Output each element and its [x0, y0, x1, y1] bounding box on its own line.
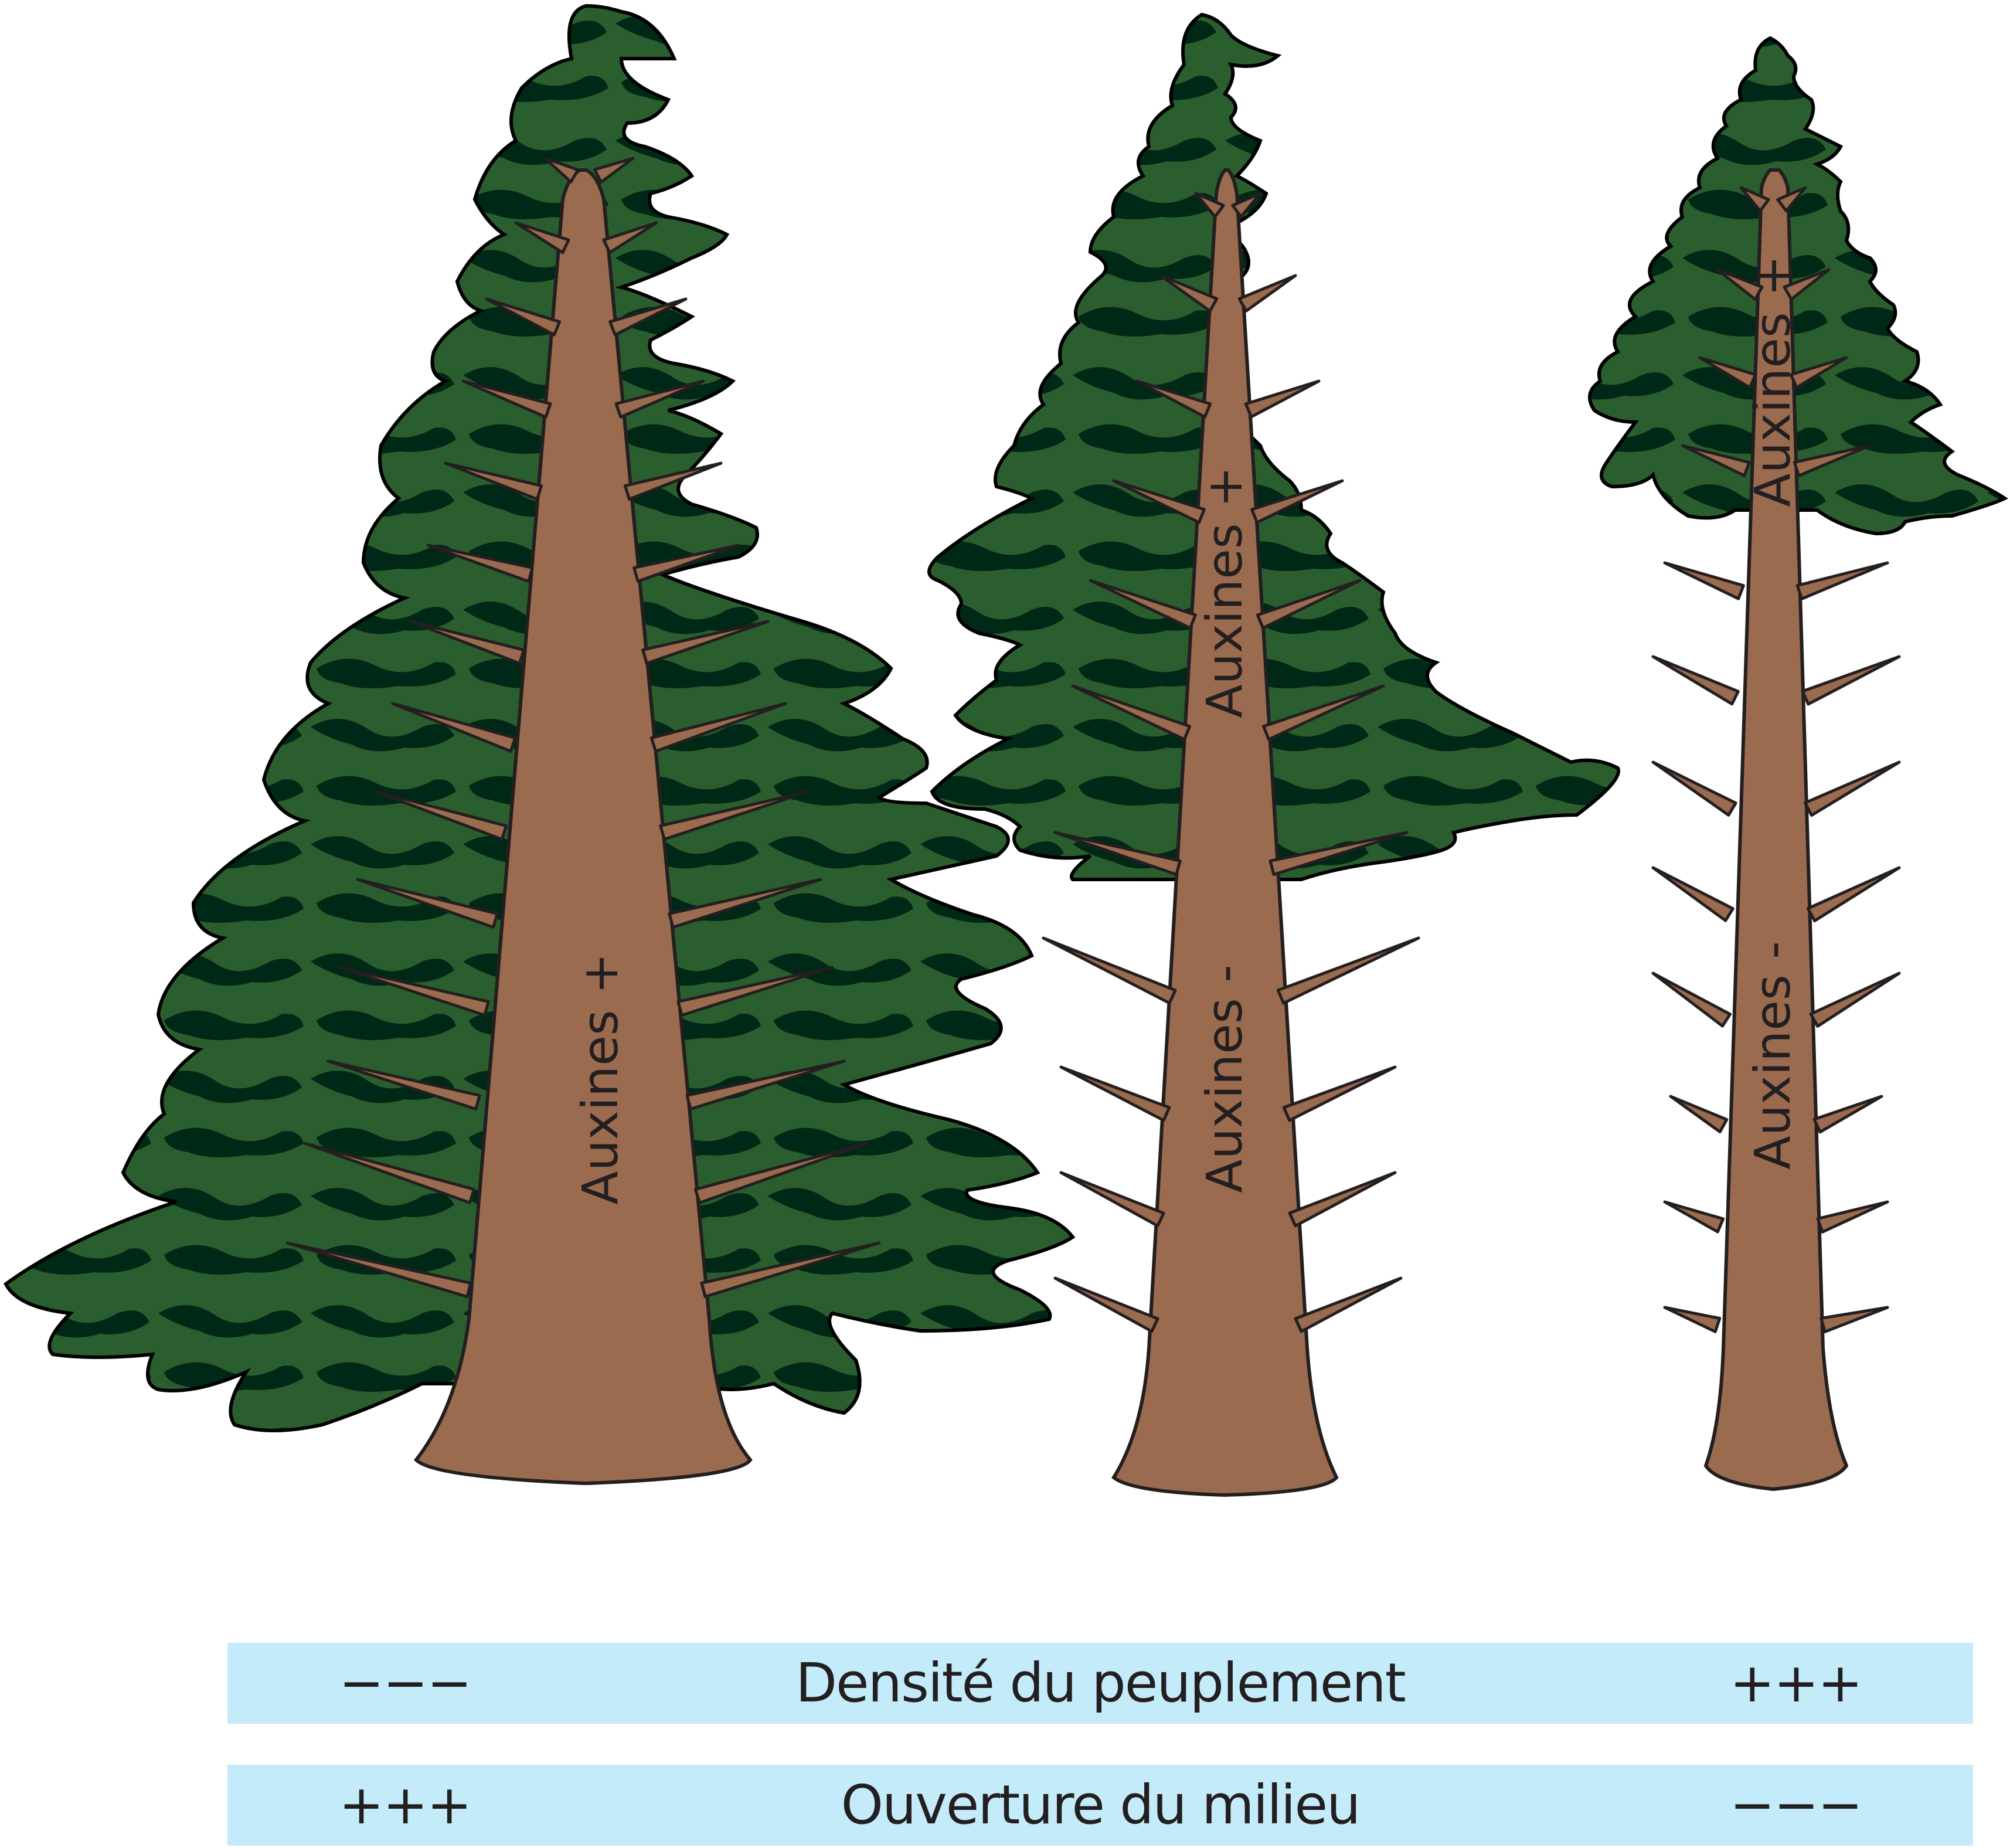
tree-3-branch — [1776, 186, 1807, 213]
tree-1-trunk — [414, 168, 753, 1486]
tree-3-branch — [1783, 268, 1831, 301]
tree-1-branch — [514, 221, 570, 254]
tree-3-branch — [1795, 561, 1889, 600]
tree-2-branch — [1294, 1276, 1403, 1333]
tree-3-branch — [1789, 356, 1848, 389]
tree-1 — [4, 4, 1076, 1486]
tree-3-branch — [1651, 866, 1734, 922]
tree-1-branch — [593, 157, 635, 184]
tree-2-branch — [1276, 936, 1420, 1005]
tree-2-branch — [1071, 684, 1192, 741]
tree-3-branch — [1663, 561, 1745, 600]
tree-1-branch — [327, 1059, 481, 1111]
tree-3-branch — [1812, 1095, 1883, 1134]
tree-1-branch — [426, 543, 534, 583]
tree-1-branch — [543, 157, 580, 184]
tree-3-branch — [1806, 866, 1901, 923]
openness-title: Ouverture du milieu — [841, 1774, 1361, 1836]
tree-3-branch — [1669, 1095, 1729, 1133]
tree-1-branch — [602, 221, 658, 254]
tree-2-branch — [1237, 274, 1297, 312]
tree-1-branch — [632, 543, 740, 583]
tree-2-trunk — [1111, 168, 1339, 1497]
tree-3-branch — [1663, 1200, 1725, 1234]
tree-3-branch — [1651, 655, 1740, 706]
tree-2-branch — [1089, 579, 1197, 630]
tree-1-branch — [356, 878, 499, 929]
tree-1-branch — [614, 379, 705, 419]
tree-3-branch — [1793, 444, 1872, 477]
tree-2-foliage — [927, 12, 1621, 881]
tree-3-branch — [1663, 1306, 1722, 1333]
tree-1-branch — [685, 1059, 846, 1111]
tree-2-branch — [1288, 1171, 1397, 1228]
tree-2-branch — [1159, 274, 1219, 312]
tree-2-label-auxines-plus: Auxines + — [1196, 466, 1253, 718]
tree-1-branch — [373, 790, 508, 841]
scale-row-density: −−− Densité du peuplement +++ — [227, 1643, 1973, 1724]
tree-3-branch — [1816, 1200, 1889, 1234]
tree-2-branch — [1231, 192, 1262, 219]
tree-3-branch — [1681, 444, 1751, 477]
tree-2-branch — [1250, 479, 1344, 524]
tree-2-branch — [1135, 379, 1212, 419]
tree-2-branch — [1268, 831, 1409, 877]
tree-1-branch — [391, 702, 517, 753]
tree-3-branch — [1819, 1306, 1889, 1334]
tree-1-branch — [409, 620, 526, 665]
tree-1-branch — [641, 620, 770, 665]
tree-3-branch — [1651, 760, 1737, 817]
tree-3-branch — [1804, 760, 1901, 817]
tree-1-branch — [668, 878, 822, 929]
tree-1-branch — [676, 966, 834, 1017]
tree-2-branch — [1112, 479, 1206, 524]
tree-2 — [927, 12, 1621, 1497]
tree-3-label-auxines-minus: Auxines - — [1744, 941, 1801, 1169]
density-left-value: −−− — [339, 1652, 472, 1714]
tree-1-branch — [623, 461, 723, 501]
tree-2-branch — [1059, 1065, 1171, 1122]
density-title: Densité du peuplement — [795, 1652, 1406, 1714]
tree-2-branch — [1042, 936, 1177, 1005]
tree-1-branch — [444, 461, 543, 501]
tree-2-branch — [1282, 1065, 1397, 1122]
tree-2-branch — [1194, 192, 1225, 219]
tree-3-branch — [1651, 971, 1732, 1028]
tree-3-trunk — [1703, 168, 1849, 1492]
tree-1-branch — [700, 1241, 881, 1299]
tree-1-branch — [693, 1142, 869, 1204]
tree-1-branch — [338, 966, 490, 1017]
tree-3-branch — [1698, 356, 1757, 389]
tree-1-branch — [303, 1142, 476, 1204]
openness-right-value: −−− — [1729, 1774, 1863, 1836]
tree-3-branch — [1716, 268, 1764, 301]
tree-3-label-auxines-plus: Auxines + — [1744, 255, 1801, 507]
tree-1-branch — [285, 1241, 472, 1299]
tree-3-branch — [1739, 186, 1770, 213]
branch-spikes — [285, 157, 1901, 1334]
tree-1-label-auxines-plus: Auxines + — [572, 953, 629, 1205]
tree-1-branch — [659, 790, 811, 841]
tree-3-branch — [1801, 655, 1901, 706]
tree-2-branch — [1256, 579, 1362, 630]
tree-3-branch — [1809, 971, 1901, 1028]
tree-1-branch — [608, 297, 688, 337]
tree-1-branch — [485, 297, 562, 337]
tree-2-branch — [1053, 831, 1182, 877]
tree-2-branch — [1059, 1171, 1165, 1228]
openness-left-value: +++ — [339, 1774, 472, 1836]
tree-2-branch — [1262, 684, 1385, 741]
scale-row-openness: +++ Ouverture du milieu −−− — [227, 1765, 1973, 1846]
tree-1-branch — [649, 702, 787, 753]
tree-2-branch — [1244, 379, 1321, 419]
tree-1-branch — [461, 379, 552, 419]
tree-2-label-auxines-minus: Auxines - — [1196, 964, 1253, 1193]
density-right-value: +++ — [1729, 1652, 1863, 1714]
tree-2-branch — [1053, 1276, 1159, 1333]
